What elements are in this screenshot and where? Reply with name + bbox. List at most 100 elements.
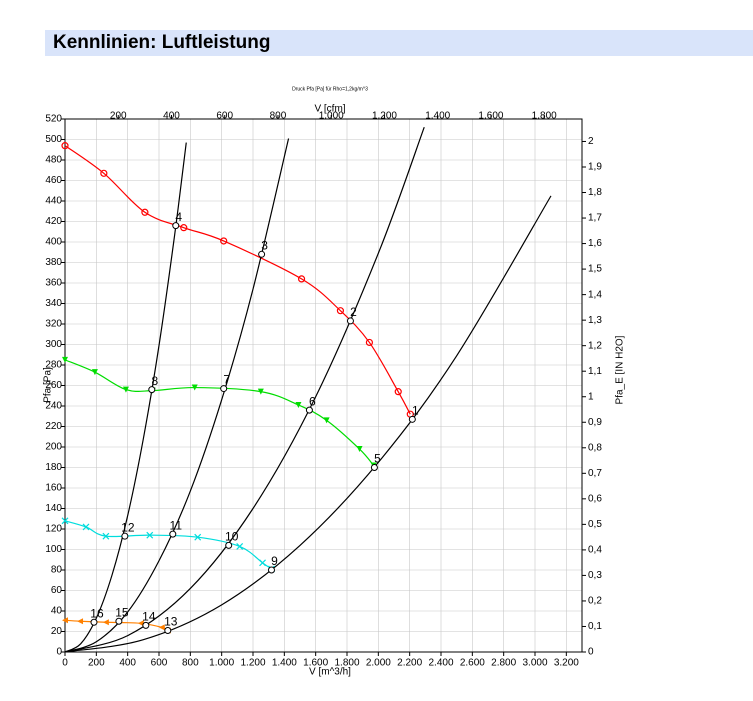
y-tick-label: 500 [45, 134, 62, 145]
marker [61, 517, 69, 525]
x-tick-label: 2.400 [428, 658, 453, 669]
operating-point [258, 250, 266, 258]
y2-tick-label: 0,8 [588, 442, 602, 453]
operating-point [172, 222, 180, 230]
x2-tick-label: 1.000 [319, 111, 344, 122]
y2-tick-label: 1,5 [588, 264, 602, 275]
point-label: 6 [309, 394, 316, 408]
marker [323, 417, 330, 424]
operating-point [169, 530, 177, 538]
y-tick-label: 260 [45, 380, 62, 391]
y2-tick-label: 1 [588, 391, 594, 402]
y2-tick-label: 0,6 [588, 493, 602, 504]
y-tick-label: 160 [45, 483, 62, 494]
marker [365, 338, 374, 347]
point-label: 4 [175, 210, 182, 224]
y-tick-label: 360 [45, 278, 62, 289]
y-tick-label: 120 [45, 524, 62, 535]
marker [82, 523, 90, 531]
y2-tick-label: 1,2 [588, 340, 602, 351]
point-label: 1 [412, 403, 419, 417]
x-tick-label: 2.200 [397, 658, 422, 669]
x-tick-label: 3.200 [554, 658, 579, 669]
point-label: 14 [142, 610, 156, 624]
y2-tick-label: 0,1 [588, 621, 602, 632]
x-tick-label: 1.800 [334, 658, 359, 669]
marker [100, 169, 108, 177]
y-tick-label: 460 [45, 175, 62, 186]
marker [356, 446, 363, 453]
operating-point [115, 617, 123, 625]
x-tick-label: 1.000 [209, 658, 234, 669]
y2-tick-label: 1,4 [588, 289, 602, 300]
y2-tick-label: 0 [588, 647, 594, 658]
marker [295, 401, 302, 408]
marker [297, 275, 306, 283]
x-tick-label: 200 [88, 658, 105, 669]
x2-tick-label: 400 [163, 111, 180, 122]
y-tick-label: 40 [51, 606, 63, 617]
operating-point [225, 541, 233, 549]
operating-point [346, 317, 354, 325]
marker [180, 224, 188, 232]
marker [102, 619, 109, 626]
x-tick-label: 2.800 [491, 658, 516, 669]
marker [122, 386, 129, 393]
marker [191, 384, 198, 391]
y-tick-label: 80 [51, 565, 63, 576]
marker [141, 208, 149, 216]
x2-axis-label: V [cfm] [314, 104, 345, 115]
marker [336, 307, 345, 315]
x2-tick-label: 200 [110, 111, 127, 122]
system-curve [64, 195, 552, 653]
y2-tick-label: 0,9 [588, 417, 602, 428]
y-tick-label: 100 [45, 544, 62, 555]
operating-point [121, 532, 129, 540]
operating-point [370, 464, 378, 471]
fan-curve [64, 359, 375, 466]
marker [102, 532, 110, 540]
y2-tick-label: 0,3 [588, 570, 602, 581]
x-tick-label: 1.600 [303, 658, 328, 669]
fan-curve [64, 145, 411, 415]
y2-tick-label: 1,9 [588, 162, 602, 173]
y-tick-label: 240 [45, 401, 62, 412]
x-tick-label: 800 [182, 658, 199, 669]
plot-frame [64, 118, 583, 653]
point-label: 9 [271, 554, 278, 568]
marker [62, 356, 68, 363]
y-tick-label: 220 [45, 421, 62, 432]
y2-tick-label: 1,7 [588, 213, 602, 224]
section-header: Kennlinien: Luftleistung [45, 30, 753, 56]
marker [137, 620, 144, 627]
y2-tick-label: 1,1 [588, 366, 602, 377]
point-label: 12 [121, 520, 135, 534]
point-label: 16 [90, 606, 104, 620]
x-tick-label: 3.000 [522, 658, 547, 669]
operating-point [220, 385, 228, 393]
y2-tick-label: 0,2 [588, 596, 602, 607]
y-tick-label: 280 [45, 360, 62, 371]
operating-point [164, 626, 172, 634]
x-tick-label: 0 [62, 658, 68, 669]
marker [220, 237, 228, 245]
marker [158, 624, 165, 631]
x-tick-label: 400 [119, 658, 136, 669]
y2-tick-label: 0,5 [588, 519, 602, 530]
system-curve [64, 138, 290, 653]
x-tick-label: 2.600 [460, 658, 485, 669]
y-tick-label: 20 [51, 626, 63, 637]
y-tick-label: 60 [51, 585, 63, 596]
y-tick-label: 340 [45, 298, 62, 309]
y-tick-label: 140 [45, 503, 62, 514]
marker [62, 617, 68, 624]
y-tick-label: 0 [56, 647, 62, 658]
marker [257, 388, 264, 395]
y-tick-label: 480 [45, 155, 62, 166]
y2-axis-label: Pfa_E [IN H2O] [615, 335, 626, 404]
point-label: 13 [164, 615, 178, 629]
x-tick-label: 2.000 [366, 658, 391, 669]
operating-point [142, 621, 150, 629]
